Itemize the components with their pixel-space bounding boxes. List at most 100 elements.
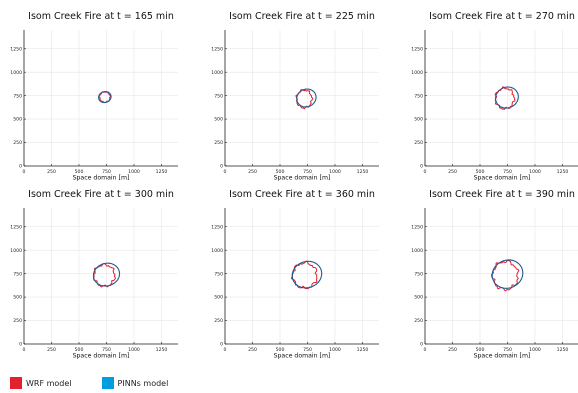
x-tick-label: 750 xyxy=(303,169,312,175)
y-tick-label: 750 xyxy=(414,93,423,99)
subplot-3: 0 250 500 750 1000 1250 0 250 500 750 1000 1250 Isom… xyxy=(411,11,578,182)
y-tick-label: 1000 xyxy=(10,70,22,76)
x-tick-label: 500 xyxy=(276,169,285,175)
legend: WRF model PINNs model xyxy=(10,374,198,392)
x-tick-label: 0 xyxy=(424,169,427,175)
x-tick-label: 1250 xyxy=(357,347,369,353)
y-tick-label: 1000 xyxy=(211,248,223,254)
legend-item-wrf: WRF model xyxy=(10,377,72,389)
subplot-2: 0 250 500 750 1000 1250 0 250 500 750 1000 1250 Isom… xyxy=(211,11,379,182)
y-tick-label: 750 xyxy=(214,93,223,99)
y-tick-label: 250 xyxy=(414,140,423,146)
y-tick-label: 750 xyxy=(414,271,423,277)
y-tick-label: 250 xyxy=(214,318,223,324)
y-tick-label: 250 xyxy=(13,318,22,324)
y-tick-label: 1000 xyxy=(211,70,223,76)
y-tick-label: 250 xyxy=(414,318,423,324)
subplot-1: 0 250 500 750 1000 1250 0 250 500 750 1000 1250 Isom… xyxy=(10,11,178,182)
subplot-title: Isom Creek Fire at t = 270 min xyxy=(429,11,575,22)
x-axis-label: Space domain [m] xyxy=(73,353,130,360)
y-tick-label: 1250 xyxy=(411,224,423,230)
pinns-contour xyxy=(92,262,121,287)
pinns-contour xyxy=(296,88,317,108)
x-tick-label: 750 xyxy=(102,169,111,175)
x-tick-label: 1000 xyxy=(128,347,140,353)
x-tick-label: 250 xyxy=(47,169,56,175)
x-tick-label: 1250 xyxy=(156,347,168,353)
y-tick-label: 0 xyxy=(19,342,22,348)
legend-swatch-pinns xyxy=(101,377,114,389)
x-tick-label: 250 xyxy=(248,347,257,353)
y-tick-label: 0 xyxy=(220,164,223,170)
y-tick-label: 1250 xyxy=(211,224,223,230)
figure: 0 250 500 750 1000 1250 0 250 500 750 1000 1250 Isom… xyxy=(10,11,578,360)
y-tick-label: 0 xyxy=(420,342,423,348)
y-tick-label: 1250 xyxy=(211,46,223,52)
x-tick-label: 1250 xyxy=(557,347,569,353)
subplot-title: Isom Creek Fire at t = 225 min xyxy=(229,11,375,22)
x-axis-label: Space domain [m] xyxy=(474,175,531,182)
x-tick-label: 750 xyxy=(503,347,512,353)
y-tick-label: 250 xyxy=(13,140,22,146)
legend-swatch-wrf xyxy=(10,377,22,389)
x-tick-label: 250 xyxy=(448,347,457,353)
y-tick-label: 500 xyxy=(13,117,22,123)
wrf-contour xyxy=(290,260,318,290)
y-tick-label: 1000 xyxy=(411,70,423,76)
x-tick-label: 1000 xyxy=(529,347,541,353)
y-tick-label: 0 xyxy=(420,164,423,170)
x-tick-label: 750 xyxy=(303,347,312,353)
x-axis-label: Space domain [m] xyxy=(274,175,331,182)
y-tick-label: 1250 xyxy=(10,46,22,52)
x-tick-label: 1000 xyxy=(329,347,341,353)
x-tick-label: 1000 xyxy=(128,169,140,175)
x-tick-label: 0 xyxy=(224,347,227,353)
legend-item-pinns: PINNs model xyxy=(101,377,169,389)
pinns-contour xyxy=(491,259,524,289)
y-tick-label: 500 xyxy=(214,117,223,123)
subplot-title: Isom Creek Fire at t = 360 min xyxy=(229,189,375,200)
x-tick-label: 0 xyxy=(23,347,26,353)
pinns-contour xyxy=(98,91,112,104)
x-tick-label: 500 xyxy=(276,347,285,353)
y-tick-label: 750 xyxy=(13,93,22,99)
x-tick-label: 1250 xyxy=(357,169,369,175)
legend-label-pinns: PINNs model xyxy=(117,378,169,388)
x-axis-label: Space domain [m] xyxy=(474,353,531,360)
y-tick-label: 750 xyxy=(13,271,22,277)
x-tick-label: 500 xyxy=(476,347,485,353)
x-tick-label: 1250 xyxy=(557,169,569,175)
y-tick-label: 250 xyxy=(214,140,223,146)
y-tick-label: 500 xyxy=(414,117,423,123)
y-tick-label: 1000 xyxy=(411,248,423,254)
x-tick-label: 500 xyxy=(75,347,84,353)
x-tick-label: 750 xyxy=(503,169,512,175)
subplot-title: Isom Creek Fire at t = 300 min xyxy=(28,189,174,200)
x-tick-label: 500 xyxy=(75,169,84,175)
x-axis-label: Space domain [m] xyxy=(274,353,331,360)
x-tick-label: 1000 xyxy=(329,169,341,175)
y-tick-label: 500 xyxy=(414,295,423,301)
x-tick-label: 250 xyxy=(248,169,257,175)
y-tick-label: 500 xyxy=(214,295,223,301)
x-tick-label: 0 xyxy=(424,347,427,353)
subplot-5: 0 250 500 750 1000 1250 0 250 500 750 1000 1250 Isom… xyxy=(211,189,379,360)
y-tick-label: 500 xyxy=(13,295,22,301)
subplot-6: 0 250 500 750 1000 1250 0 250 500 750 1000 1250 Isom… xyxy=(411,189,578,360)
x-tick-label: 1000 xyxy=(529,169,541,175)
y-tick-label: 0 xyxy=(19,164,22,170)
pinns-contour xyxy=(495,86,519,109)
subplot-title: Isom Creek Fire at t = 390 min xyxy=(429,189,575,200)
pinns-contour xyxy=(291,260,323,289)
y-tick-label: 1000 xyxy=(10,248,22,254)
x-tick-label: 250 xyxy=(448,169,457,175)
y-tick-label: 0 xyxy=(220,342,223,348)
subplot-4: 0 250 500 750 1000 1250 0 250 500 750 1000 1250 Isom… xyxy=(10,189,178,360)
x-tick-label: 500 xyxy=(476,169,485,175)
x-tick-label: 1250 xyxy=(156,169,168,175)
x-tick-label: 0 xyxy=(224,169,227,175)
x-tick-label: 0 xyxy=(23,169,26,175)
subplot-title: Isom Creek Fire at t = 165 min xyxy=(28,11,174,22)
y-tick-label: 1250 xyxy=(10,224,22,230)
legend-label-wrf: WRF model xyxy=(26,378,72,388)
